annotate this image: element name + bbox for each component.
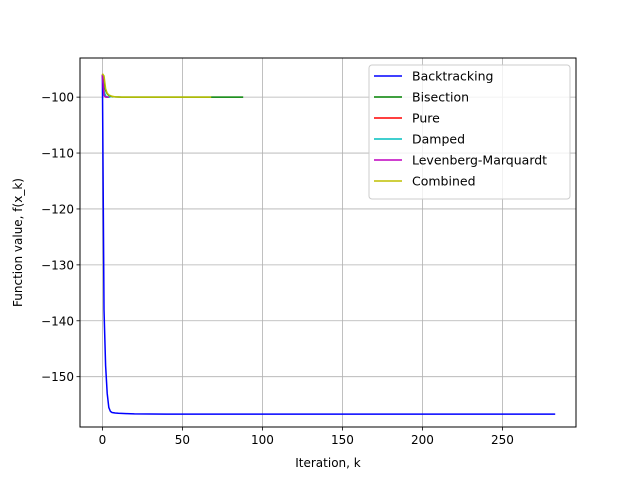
x-tick-label: 250 [491,433,514,447]
y-tick-label: −140 [41,314,74,328]
x-tick-label: 100 [251,433,274,447]
y-tick-label: −130 [41,258,74,272]
legend-label: Pure [412,111,440,126]
x-tick-label: 200 [411,433,434,447]
legend-label: Damped [412,132,465,147]
legend-label: Bisection [412,90,469,105]
y-tick-label: −100 [41,91,74,105]
x-tick-label: 50 [175,433,190,447]
series-line-levenberg-marquardt [101,74,109,98]
y-tick-label: −150 [41,370,74,384]
series-layer [101,73,556,415]
x-tick-label: 150 [331,433,354,447]
y-axis-label: Function value, f(x_k) [11,178,25,307]
legend-label: Levenberg-Marquardt [412,153,547,168]
legend-label: Combined [412,174,476,189]
x-tick-label: 0 [99,433,107,447]
legend-label: Backtracking [412,69,494,84]
legend-box [368,64,571,200]
series-line-combined [101,73,212,98]
plot-frame [79,57,577,428]
y-tick-label: −120 [41,202,74,216]
y-tick-label: −110 [41,147,74,161]
legend: Backtracking Bisection Pure Damped Levenberg… [368,64,571,200]
tick-layer: 0 50 100 150 200 250 −100 −110 −120 −130 −140 −150 [41,91,514,447]
x-axis-label: Iteration, k [295,456,361,470]
grid-layer [80,58,576,427]
series-line-backtracking [101,74,556,415]
